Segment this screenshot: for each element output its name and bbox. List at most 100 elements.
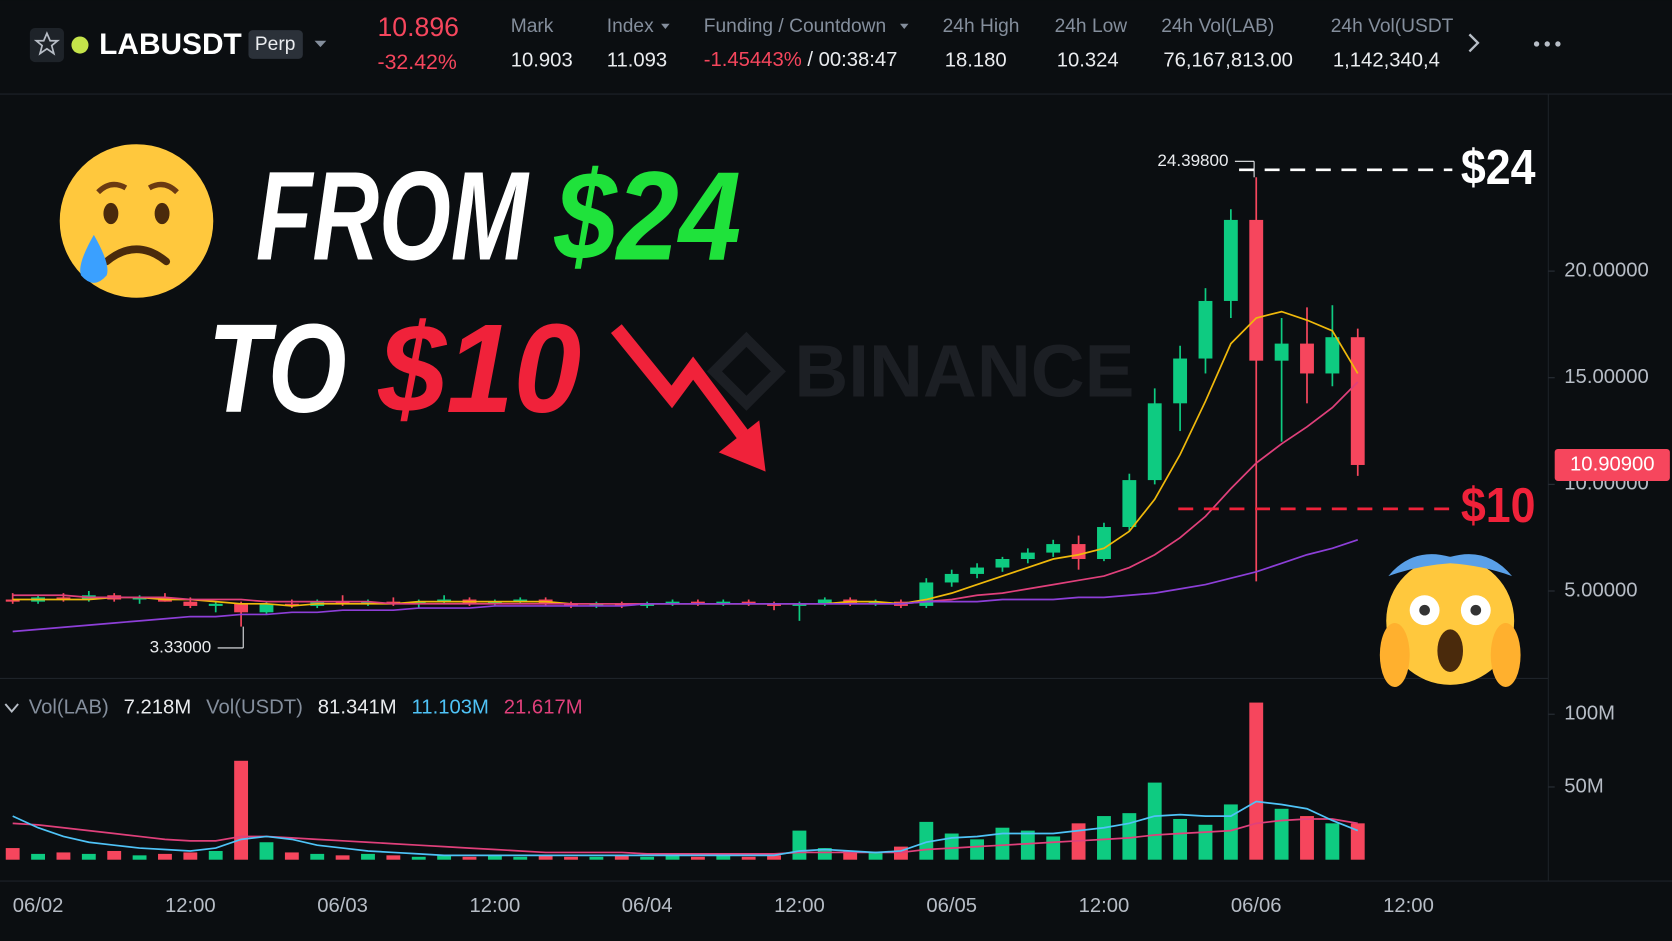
index-value: 11.093 xyxy=(607,49,667,71)
x-tick-label: 12:00 xyxy=(1079,895,1130,917)
candle-body xyxy=(995,559,1010,568)
candle-body xyxy=(564,603,578,606)
candle-body xyxy=(208,603,223,606)
volume-bar xyxy=(487,855,502,860)
candle-body xyxy=(1173,358,1188,404)
token-logo xyxy=(71,36,89,54)
moving-average xyxy=(12,539,1359,633)
y-tick-label: 100M xyxy=(1564,703,1615,725)
funding-rate: -1.45443% xyxy=(704,49,802,71)
candle-body xyxy=(487,601,502,604)
volume-bar xyxy=(868,852,883,860)
candle-body xyxy=(1147,403,1162,481)
volume-bar xyxy=(1046,836,1061,860)
candle-body xyxy=(817,599,832,604)
volume-bar xyxy=(411,856,426,860)
candle-body xyxy=(1300,343,1314,374)
star-icon xyxy=(33,31,60,56)
sad-emoji xyxy=(59,144,214,298)
volume-bar xyxy=(31,853,45,860)
volume-bar xyxy=(386,855,401,860)
x-tick-label: 12:00 xyxy=(165,895,216,917)
high-annotation: 24.39800 xyxy=(1157,151,1228,170)
candle-body xyxy=(437,599,452,602)
volume-bar xyxy=(259,842,274,860)
candle-body xyxy=(1071,544,1086,560)
x-tick-label: 12:00 xyxy=(1383,895,1434,917)
candle-body xyxy=(1350,337,1365,465)
legend-item: 11.103M xyxy=(412,697,489,719)
volume-bar xyxy=(767,855,781,860)
candle-body xyxy=(513,599,528,602)
volume-bar xyxy=(1198,824,1213,860)
x-tick-label: 06/04 xyxy=(622,895,673,917)
volume-bar xyxy=(5,848,20,860)
volume-average xyxy=(12,818,1358,855)
candle-body xyxy=(411,601,426,604)
volume-bar xyxy=(132,855,147,860)
volume-bar xyxy=(564,856,578,860)
scroll-right[interactable] xyxy=(1468,33,1480,53)
volume-bar xyxy=(1223,804,1238,860)
candle-body xyxy=(335,601,350,604)
volume-average xyxy=(12,800,1359,857)
volume-bar xyxy=(462,856,477,860)
candle-body xyxy=(5,599,20,602)
watermark-text: BINANCE xyxy=(794,328,1134,412)
volume-bar xyxy=(1097,816,1111,860)
symbol[interactable]: LABUSDT xyxy=(99,28,242,61)
dropdown-caret[interactable] xyxy=(899,23,909,30)
funding-label[interactable]: Funding / Countdown xyxy=(704,16,886,37)
star-button[interactable] xyxy=(29,27,64,63)
volume-bar xyxy=(284,852,299,860)
volume-bar xyxy=(1122,813,1137,860)
volume-bar xyxy=(81,853,96,860)
headline-word: FROM xyxy=(256,146,530,287)
collapse-toggle[interactable] xyxy=(4,703,19,713)
x-tick-label: 06/03 xyxy=(317,895,368,917)
dropdown-caret[interactable] xyxy=(314,40,327,48)
vol-lab-value: 76,167,813.00 xyxy=(1163,49,1292,71)
marker-label: $10 xyxy=(1461,479,1536,533)
vol-usdt-label: 24h Vol(USDT xyxy=(1331,16,1454,37)
candle-body xyxy=(640,603,655,606)
funding-value: -1.45443% / 00:38:47 xyxy=(704,49,898,71)
candle-body xyxy=(132,597,147,600)
plot: 5.0000010.0000015.0000020.0000050M100M06… xyxy=(5,151,1670,917)
x-tick-label: 12:00 xyxy=(774,895,825,917)
candle-body xyxy=(690,601,705,604)
last-price-label: 10.90900 xyxy=(1570,453,1654,475)
candle-body xyxy=(665,601,680,604)
low-label: 24h Low xyxy=(1055,16,1128,37)
y-tick-label: 20.00000 xyxy=(1564,259,1648,281)
candle-body xyxy=(741,601,756,604)
y-tick-label: 15.00000 xyxy=(1564,366,1648,388)
volume-bar xyxy=(234,760,249,860)
volume-bar xyxy=(107,850,122,860)
more-menu[interactable] xyxy=(1533,41,1561,47)
x-tick-label: 06/06 xyxy=(1231,895,1282,917)
index-label[interactable]: Index xyxy=(607,16,654,37)
volume-bar xyxy=(183,852,198,860)
volume-bar xyxy=(995,827,1010,860)
vol-usdt-value: 1,142,340,4 xyxy=(1333,49,1440,71)
candle-body xyxy=(1020,552,1035,560)
last-price: 10.896 xyxy=(377,12,458,42)
high-label: 24h High xyxy=(943,16,1020,37)
high-value: 18.180 xyxy=(945,49,1007,71)
candle-body xyxy=(868,601,883,604)
volume-bar xyxy=(589,856,604,860)
candle-body xyxy=(1325,337,1340,374)
candle-body xyxy=(767,603,781,606)
volume-bar xyxy=(208,850,223,860)
headline-word: TO xyxy=(208,298,347,439)
volume-bar xyxy=(1274,808,1289,860)
dropdown-caret[interactable] xyxy=(661,23,670,30)
candle-body xyxy=(386,601,401,604)
candle-body xyxy=(1097,527,1111,560)
volume-bar xyxy=(335,855,350,860)
legend-item: 81.341M xyxy=(318,697,397,719)
candle-body xyxy=(183,601,198,606)
